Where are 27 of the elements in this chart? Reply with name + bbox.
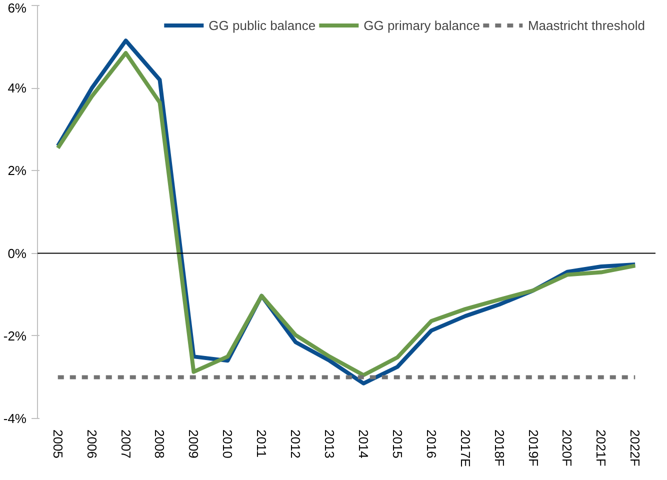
x-tick-label: 2005	[50, 430, 66, 458]
y-tick-label: 6%	[8, 0, 27, 16]
y-tick-label: 4%	[8, 80, 27, 96]
x-tick-label: 2020F	[560, 430, 575, 466]
x-tick-label: 2017E	[458, 430, 473, 468]
x-tick-label: 2019F	[526, 430, 541, 466]
x-tick-label: 2021F	[594, 430, 609, 466]
x-tick-label: 2018F	[492, 430, 507, 466]
x-tick-label: 2011	[254, 430, 270, 458]
x-tick-label: 2008	[152, 430, 168, 458]
x-tick-label: 2022F	[628, 430, 643, 466]
x-tick-label: 2012	[288, 430, 304, 458]
x-tick-label: 2015	[390, 430, 405, 458]
x-tick-label: 2016	[424, 430, 439, 458]
y-tick-label: -2%	[3, 328, 27, 344]
x-tick-label: 2014	[356, 430, 371, 458]
legend-label: GG public balance	[208, 18, 316, 32]
legend-label: GG primary balance	[364, 18, 480, 32]
x-tick-label: 2009	[186, 430, 202, 458]
legend-label: Maastricht threshold	[528, 18, 645, 32]
y-tick-label: -4%	[3, 411, 27, 426]
x-tick-label: 2010	[220, 430, 236, 458]
y-tick-label: 0%	[8, 246, 27, 261]
x-tick-label: 2006	[84, 430, 100, 458]
x-tick-label: 2013	[322, 430, 338, 458]
x-tick-label: 2007	[118, 430, 134, 458]
y-tick-label: 2%	[8, 163, 27, 178]
